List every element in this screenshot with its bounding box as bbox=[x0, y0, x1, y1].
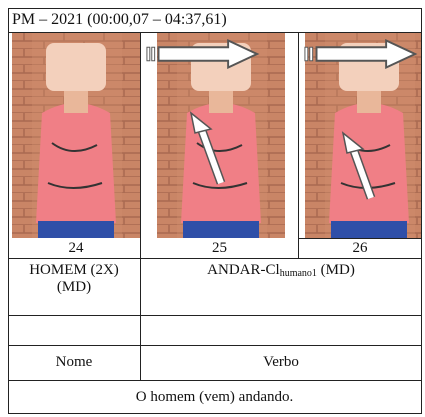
frame-number: 26 bbox=[352, 240, 368, 256]
title: PM – 2021 (00:00,07 – 04:37,61) bbox=[12, 11, 227, 28]
gloss-suffix: (MD) bbox=[316, 262, 355, 278]
border bbox=[8, 8, 9, 414]
border bbox=[8, 345, 422, 346]
border bbox=[421, 8, 422, 414]
border bbox=[8, 413, 422, 414]
photo bbox=[12, 33, 140, 238]
gloss-base: ANDAR-Cl bbox=[207, 262, 280, 278]
border bbox=[8, 380, 422, 381]
border bbox=[8, 32, 422, 33]
class-left: Nome bbox=[55, 354, 93, 370]
photo bbox=[303, 33, 421, 238]
class-right: Verbo bbox=[263, 354, 299, 370]
border bbox=[8, 315, 422, 316]
gloss-right: ANDAR-Clhumano1 (MD) bbox=[141, 262, 421, 279]
frame-number: 25 bbox=[212, 240, 227, 256]
gloss-subscript: humano1 bbox=[279, 268, 317, 279]
gloss-line: (MD) bbox=[56, 279, 92, 295]
frame-number: 24 bbox=[68, 240, 84, 256]
border bbox=[140, 32, 141, 380]
gloss-line: HOMEM (2X) bbox=[29, 262, 119, 278]
border bbox=[8, 258, 422, 259]
gloss-left: HOMEM (2X) (MD) bbox=[8, 262, 140, 296]
translation: O homem (vem) andando. bbox=[135, 389, 294, 405]
photo bbox=[145, 33, 287, 238]
border bbox=[298, 238, 422, 239]
border bbox=[8, 8, 422, 9]
border bbox=[298, 32, 299, 258]
